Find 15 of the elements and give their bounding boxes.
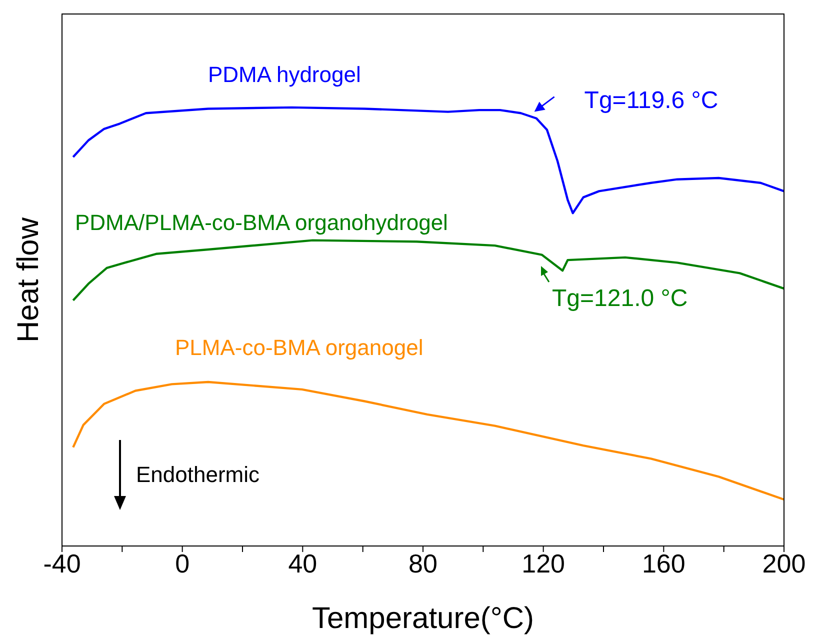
series-label: PLMA-co-BMA organogel (175, 335, 424, 360)
x-tick-label: -40 (43, 548, 81, 578)
annotation: Tg=119.6 °C (584, 86, 718, 114)
annotation: Tg=121.0 °C (552, 285, 688, 312)
x-tick-label: 120 (522, 548, 566, 578)
annotation: Endothermic (136, 462, 260, 487)
x-tick-label: 200 (762, 548, 806, 578)
x-tick-label: 0 (175, 548, 190, 578)
x-axis-title: Temperature(°C) (312, 602, 534, 635)
series-label: PDMA/PLMA-co-BMA organohydrogel (75, 210, 448, 235)
x-tick-label: 160 (642, 548, 686, 578)
x-tick-label: 40 (288, 548, 318, 578)
y-axis-title: Heat flow (12, 217, 45, 343)
x-tick-label: 80 (408, 548, 438, 578)
series-label: PDMA hydrogel (208, 62, 361, 87)
